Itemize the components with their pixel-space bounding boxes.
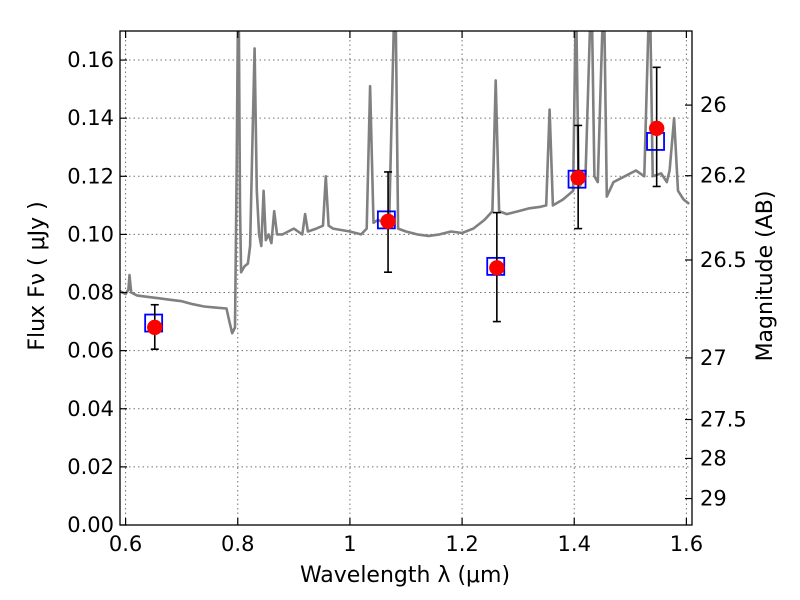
y-left-tick-label: 0.08 bbox=[67, 281, 114, 305]
observed-flux-point bbox=[380, 213, 396, 230]
y-left-tick-label: 0.06 bbox=[67, 339, 114, 363]
y-left-tick-label: 0.14 bbox=[67, 106, 114, 130]
y-axis-left-label: Flux Fν ( μJy ) bbox=[25, 201, 50, 350]
y-right-tick-label: 26.5 bbox=[700, 248, 747, 272]
observed-flux-point bbox=[570, 169, 586, 186]
y-left-tick-label: 0.12 bbox=[67, 164, 114, 188]
y-right-tick-label: 27 bbox=[700, 346, 727, 370]
x-axis-label: Wavelength λ (μm) bbox=[300, 563, 510, 588]
y-left-tick-label: 0.10 bbox=[67, 222, 114, 246]
x-tick-label: 0.8 bbox=[221, 532, 254, 556]
x-tick-label: 0.6 bbox=[109, 532, 142, 556]
observed-flux-point bbox=[489, 260, 505, 276]
y-right-tick-label: 29 bbox=[700, 487, 727, 511]
y-left-tick-label: 0.16 bbox=[67, 48, 114, 72]
y-right-tick-label: 26.2 bbox=[700, 164, 747, 188]
y-right-tick-label: 27.5 bbox=[700, 408, 747, 432]
x-tick-label: 1 bbox=[343, 532, 356, 556]
model-spectrum-line bbox=[120, 31, 691, 335]
plot-area bbox=[120, 31, 691, 350]
y-right-tick-label: 28 bbox=[700, 446, 727, 470]
axes: 0.6 0.8 1 1.2 1.4 1.6 0.00 0.02 0.04 0.06 0.08 0.10… bbox=[67, 30, 747, 556]
y-left-tick-label: 0.04 bbox=[67, 397, 114, 421]
plot-frame bbox=[119, 30, 693, 526]
observed-flux-point bbox=[147, 319, 163, 336]
y-left-tick-label: 0.00 bbox=[67, 513, 114, 537]
x-tick-label: 1.6 bbox=[670, 532, 703, 556]
y-left-tick-label: 0.02 bbox=[67, 455, 114, 479]
x-tick-label: 1.4 bbox=[558, 532, 591, 556]
y-right-tick-label: 26 bbox=[700, 93, 727, 117]
y-axis-right-label: Magnitude (AB) bbox=[753, 191, 778, 362]
x-tick-label: 1.2 bbox=[445, 532, 478, 556]
observed-flux-point bbox=[648, 120, 665, 137]
